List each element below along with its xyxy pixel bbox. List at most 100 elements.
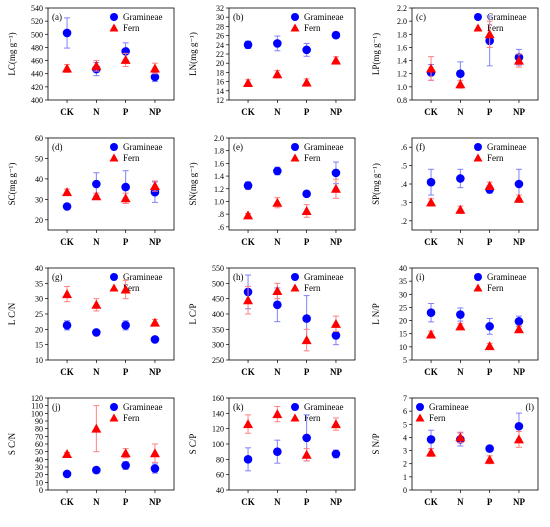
x-category-label: N bbox=[274, 107, 281, 117]
data-point-gramineae bbox=[426, 308, 436, 317]
y-tick-label: 2 bbox=[403, 460, 407, 469]
y-tick-label: .5 bbox=[401, 162, 407, 171]
x-category-label: NP bbox=[330, 497, 342, 507]
y-tick-label: 18 bbox=[216, 68, 224, 77]
y-tick-label: .6 bbox=[218, 223, 224, 232]
data-point-gramineae bbox=[514, 179, 524, 189]
y-tick-label: 3 bbox=[403, 447, 407, 456]
y-tick-label: 140 bbox=[212, 409, 224, 418]
y-tick-label: 26 bbox=[216, 32, 224, 41]
legend-marker-fern bbox=[473, 23, 483, 32]
data-point-gramineae bbox=[302, 189, 311, 199]
legend-label: Fern bbox=[123, 413, 140, 423]
data-point-gramineae bbox=[92, 179, 101, 189]
y-tick-label: 14 bbox=[216, 87, 224, 96]
y-tick-label: 120 bbox=[212, 425, 224, 434]
y-tick-label: 1 bbox=[403, 473, 407, 482]
x-category-label: N bbox=[274, 237, 281, 247]
y-tick-label: 35 bbox=[399, 277, 407, 286]
x-category-label: NP bbox=[330, 237, 342, 247]
data-point-fern bbox=[301, 205, 312, 215]
y-tick-label: 1.0 bbox=[397, 83, 407, 92]
y-tick-label: 350 bbox=[212, 325, 224, 334]
y-tick-label: 1.2 bbox=[214, 185, 224, 194]
data-point-fern bbox=[149, 448, 160, 458]
data-point-gramineae bbox=[273, 39, 282, 48]
y-tick-label: 10 bbox=[35, 478, 43, 487]
y-tick-label: 24 bbox=[216, 41, 224, 50]
y-axis-label: S C/N bbox=[7, 432, 17, 455]
legend-marker-gramineae bbox=[474, 13, 482, 21]
legend-marker-fern bbox=[415, 413, 425, 422]
data-point-fern bbox=[455, 321, 466, 331]
x-category-label: NP bbox=[513, 497, 525, 507]
data-point-fern bbox=[330, 55, 341, 65]
data-point-gramineae bbox=[456, 174, 465, 183]
legend-marker-fern bbox=[109, 153, 119, 162]
data-point-fern bbox=[301, 449, 312, 459]
legend-marker-fern bbox=[290, 413, 300, 422]
x-category-label: N bbox=[274, 497, 281, 507]
x-category-label: NP bbox=[330, 107, 342, 117]
data-point-fern bbox=[272, 286, 283, 295]
data-point-fern bbox=[455, 204, 466, 214]
legend-marker-fern bbox=[290, 153, 300, 162]
x-category-label: CK bbox=[424, 497, 438, 507]
y-tick-label: 20 bbox=[35, 471, 43, 480]
data-point-gramineae bbox=[514, 317, 524, 326]
x-category-label: N bbox=[93, 367, 100, 377]
legend-label: Gramineae bbox=[304, 142, 343, 152]
y-tick-label: 40 bbox=[35, 175, 43, 184]
x-category-label: CK bbox=[60, 107, 74, 117]
y-tick-label: 5 bbox=[403, 356, 407, 365]
data-point-gramineae bbox=[331, 168, 341, 178]
data-point-fern bbox=[243, 295, 254, 305]
y-tick-label: 1.8 bbox=[214, 147, 224, 156]
x-category-label: P bbox=[304, 107, 310, 117]
y-axis-label: S N/P bbox=[371, 433, 381, 454]
y-tick-label: .4 bbox=[401, 180, 407, 189]
y-tick-label: 400 bbox=[212, 310, 224, 319]
y-tick-label: 15 bbox=[35, 341, 43, 350]
y-tick-label: .2 bbox=[401, 217, 407, 226]
data-point-gramineae bbox=[302, 314, 311, 323]
data-point-fern bbox=[149, 181, 160, 191]
data-point-fern bbox=[91, 299, 102, 309]
plot-frame bbox=[228, 137, 356, 231]
legend-label: Gramineae bbox=[487, 12, 526, 22]
data-point-gramineae bbox=[62, 202, 72, 211]
y-axis-label: LP(mg g⁻¹) bbox=[371, 33, 381, 75]
y-tick-label: 480 bbox=[31, 43, 43, 52]
legend-label: Gramineae bbox=[304, 272, 343, 282]
legend-marker-gramineae bbox=[110, 143, 118, 151]
legend-label: Fern bbox=[123, 153, 140, 163]
legend-label: Fern bbox=[487, 23, 504, 33]
y-tick-label: 100 bbox=[212, 440, 224, 449]
legend-marker-gramineae bbox=[291, 143, 299, 151]
data-point-fern bbox=[513, 193, 524, 203]
y-tick-label: 0 bbox=[39, 486, 43, 495]
y-tick-label: 30 bbox=[216, 13, 224, 22]
y-tick-label: 20 bbox=[35, 325, 43, 334]
data-point-fern bbox=[484, 341, 495, 351]
y-tick-label: 10 bbox=[399, 343, 407, 352]
panel-letter: (d) bbox=[52, 142, 63, 152]
y-tick-label: 50 bbox=[35, 448, 43, 457]
y-tick-label: .8 bbox=[218, 210, 224, 219]
y-axis-label: LC(mg g⁻¹) bbox=[7, 32, 17, 75]
legend-label: Fern bbox=[487, 283, 504, 293]
data-point-fern bbox=[426, 447, 437, 457]
data-point-gramineae bbox=[331, 30, 341, 40]
y-tick-label: .6 bbox=[401, 143, 407, 152]
y-tick-label: .3 bbox=[401, 198, 407, 207]
y-tick-label: 40 bbox=[35, 455, 43, 464]
data-point-fern bbox=[120, 284, 131, 294]
y-tick-label: 1.8 bbox=[397, 30, 407, 39]
data-point-fern bbox=[120, 54, 131, 64]
x-category-label: N bbox=[457, 237, 464, 247]
x-category-label: CK bbox=[60, 367, 74, 377]
y-tick-label: 15 bbox=[399, 330, 407, 339]
data-point-fern bbox=[484, 454, 495, 464]
